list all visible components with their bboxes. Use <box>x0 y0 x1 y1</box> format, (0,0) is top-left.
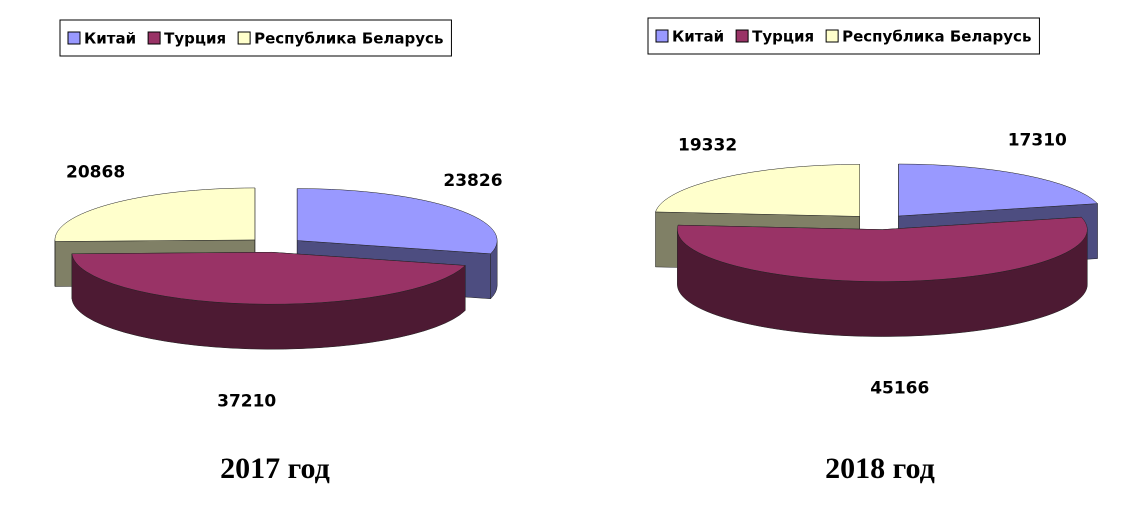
legend-label: Турция <box>752 28 814 46</box>
legend-label: Республика Беларусь <box>254 30 443 48</box>
legend-swatch <box>67 31 81 45</box>
slice <box>677 216 1088 337</box>
pie-chart: 17310 45166 19332 Китай Турция Республика Бел… <box>647 17 1099 485</box>
chart-title: 2017 год <box>220 452 330 485</box>
legend: Китай Турция Республика Беларусь <box>59 19 452 57</box>
legend-swatch <box>147 31 161 45</box>
data-label: 19332 <box>678 136 737 156</box>
data-label: 20868 <box>66 162 125 182</box>
legend-label: Китай <box>84 30 136 48</box>
data-label: 37210 <box>217 391 276 411</box>
slice-top <box>655 164 860 217</box>
legend-box <box>647 17 1040 55</box>
data-label: 23826 <box>443 171 502 191</box>
slice-top <box>71 251 466 305</box>
legend-box <box>59 19 452 57</box>
legend-swatch <box>655 29 669 43</box>
chart-title: 2018 год <box>825 452 935 485</box>
legend-swatch <box>825 29 839 43</box>
data-label: 45166 <box>870 379 929 399</box>
slice-top <box>677 216 1088 282</box>
slice-top <box>296 188 498 255</box>
legend-label: Республика Беларусь <box>842 28 1031 46</box>
legend-swatch <box>237 31 251 45</box>
legend-label: Китай <box>672 28 724 46</box>
slice <box>71 251 466 350</box>
slice-top <box>898 163 1099 217</box>
pie-chart: 23826 37210 20868 Китай Турция Республика Бел… <box>54 19 503 485</box>
slice-top <box>54 187 256 242</box>
legend-swatch <box>735 29 749 43</box>
data-label: 17310 <box>1008 131 1067 151</box>
legend-label: Турция <box>164 30 226 48</box>
legend: Китай Турция Республика Беларусь <box>647 17 1040 55</box>
